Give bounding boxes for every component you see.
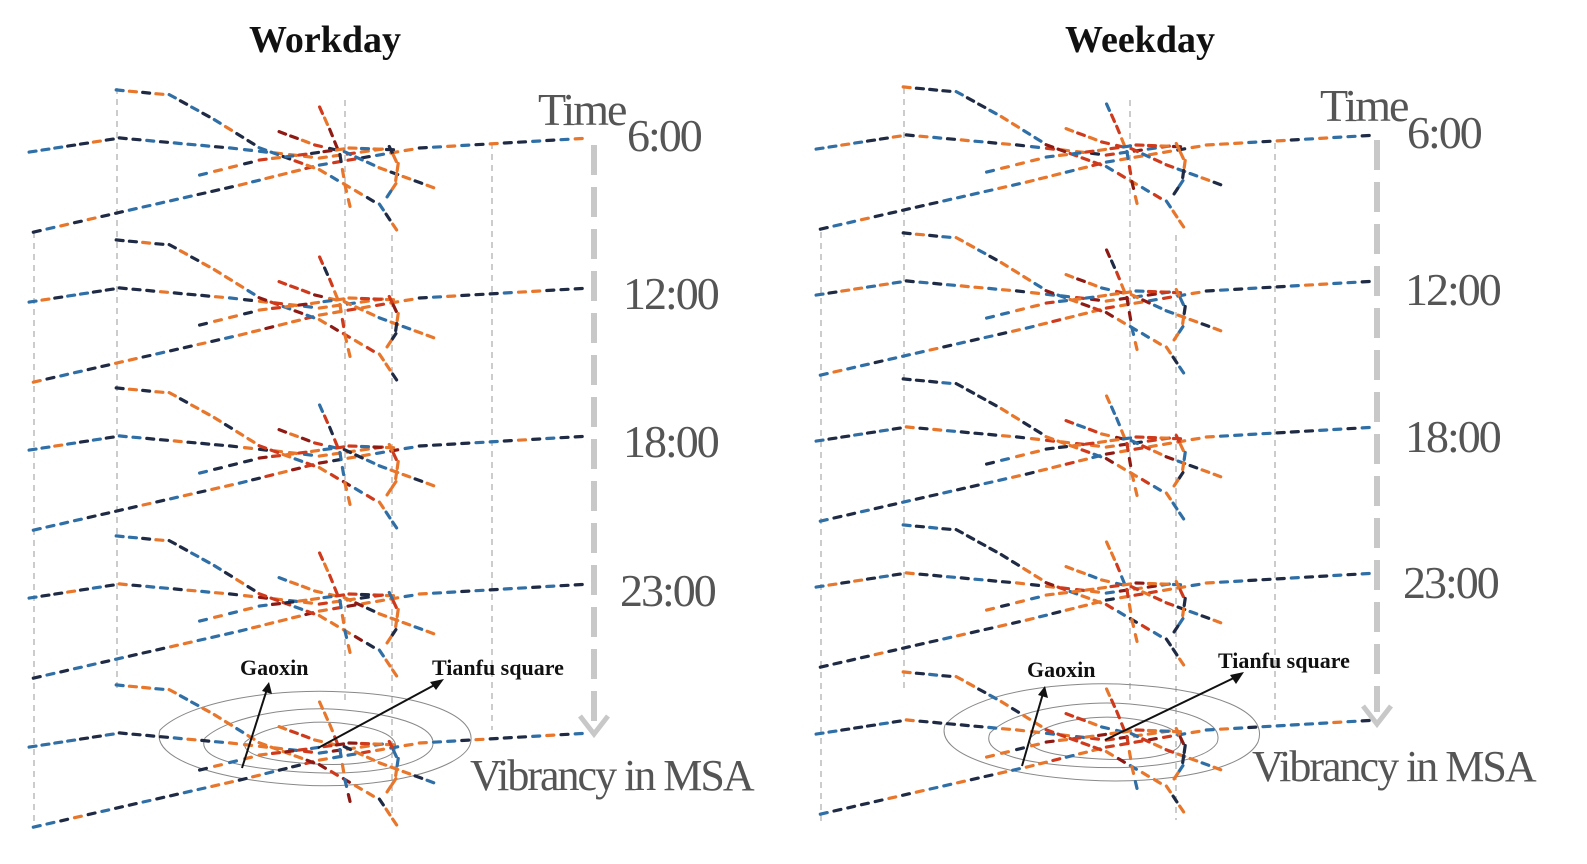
time-arrow-head (1361, 704, 1393, 729)
time-label-23: 23:00 (620, 565, 716, 616)
network-layers (814, 85, 1371, 669)
network-layer (27, 386, 584, 532)
base-network (27, 683, 584, 829)
time-label-6: 6:00 (1407, 107, 1482, 158)
msa-base-map (814, 670, 1371, 816)
network-layer (814, 231, 1371, 377)
network-layer (27, 534, 584, 680)
place-annotations: Gaoxin Tianfu square (240, 655, 564, 769)
time-label-12: 12:00 (623, 268, 719, 319)
guide-lines (820, 88, 1276, 825)
network-layer (27, 238, 584, 384)
msa-contour (158, 690, 472, 787)
network-layer (814, 85, 1371, 231)
time-axis-title: Time (538, 84, 626, 135)
annotation-gaoxin: Gaoxin (240, 655, 308, 680)
time-label-18: 18:00 (1405, 411, 1501, 462)
time-axis-title: Time (1320, 80, 1408, 131)
panel-title: Weekday (1065, 19, 1215, 61)
time-label-23: 23:00 (1403, 557, 1499, 608)
network-layer (814, 523, 1371, 669)
base-map-label: Vibrancy in MSA (470, 751, 755, 800)
network-layer (814, 377, 1371, 523)
place-annotations: Gaoxin Tianfu square (1021, 648, 1350, 767)
msa-contour (1029, 716, 1182, 760)
time-label-6: 6:00 (627, 110, 702, 161)
network-layer (27, 88, 584, 234)
base-network (814, 670, 1371, 816)
time-label-18: 18:00 (623, 416, 719, 467)
annotation-tianfu-square: Tianfu square (1218, 648, 1350, 673)
base-map-label: Vibrancy in MSA (1252, 742, 1537, 791)
time-arrow-head (578, 714, 610, 739)
panel-weekday: Weekday Time 6:00 12:00 18:00 23:00 (814, 19, 1539, 825)
panel-workday: Workday Time 6:00 12:00 18:00 23:00 (27, 19, 757, 829)
msa-contour (943, 683, 1260, 782)
time-axis: Time 6:00 12:00 18:00 23:00 Vibrancy in … (470, 84, 757, 800)
msa-contour (203, 708, 434, 774)
time-label-12: 12:00 (1405, 264, 1501, 315)
annotation-gaoxin: Gaoxin (1027, 657, 1095, 682)
msa-base-map (27, 683, 584, 829)
msa-contour (988, 702, 1219, 769)
time-axis: Time 6:00 12:00 18:00 23:00 Vibrancy in … (1252, 80, 1539, 791)
panel-title: Workday (249, 19, 401, 61)
network-layers (27, 88, 584, 680)
annotation-tianfu-square: Tianfu square (432, 655, 564, 680)
